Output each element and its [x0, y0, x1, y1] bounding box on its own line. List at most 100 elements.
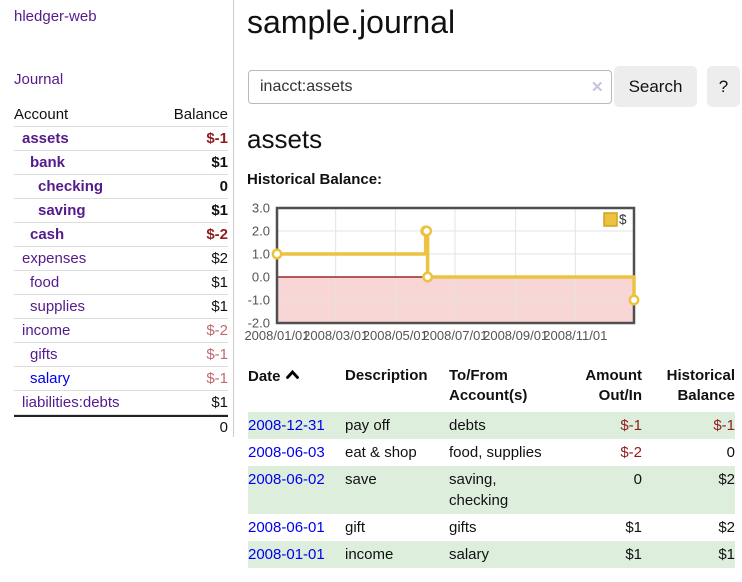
- sidebar-account-assets: assets $-1: [14, 127, 228, 151]
- sidebar-divider: [233, 0, 234, 437]
- y-tick-label: 0.0: [252, 270, 270, 285]
- register-table: Date Description To/From Account(s) Amou…: [248, 364, 735, 568]
- account-balance: $-1: [206, 370, 228, 387]
- account-link-supplies[interactable]: supplies: [30, 298, 86, 315]
- account-link-checking[interactable]: checking: [38, 178, 104, 195]
- register-header-accounts: To/From Account(s): [449, 367, 528, 404]
- account-link-cash[interactable]: cash: [30, 226, 65, 243]
- transaction-amount: $1: [625, 546, 642, 563]
- account-link-assets[interactable]: assets: [22, 130, 69, 147]
- search-button[interactable]: Search: [614, 66, 697, 107]
- register-header-date-label: Date: [248, 368, 281, 385]
- register-row: 2008-06-02 save saving, checking 0 $2: [248, 466, 735, 514]
- transaction-description: pay off: [345, 417, 390, 434]
- x-tick-label: 2008/07/01: [422, 328, 487, 343]
- register-header-date[interactable]: Date: [248, 364, 345, 412]
- register-row: 2008-01-01 income salary $1 $1: [248, 541, 735, 568]
- transaction-accounts: debts: [449, 417, 486, 434]
- account-balance: $-1: [206, 130, 228, 147]
- transaction-description: eat & shop: [345, 444, 417, 461]
- transaction-accounts: saving, checking: [449, 471, 509, 509]
- accounts-header-account: Account: [14, 106, 69, 123]
- x-tick-label: 2008/03/01: [303, 328, 368, 343]
- help-button[interactable]: ?: [707, 66, 740, 107]
- transaction-accounts: gifts: [449, 519, 477, 536]
- transaction-balance: $2: [718, 519, 735, 536]
- transaction-accounts: salary: [449, 546, 490, 563]
- data-point: [271, 248, 283, 260]
- sidebar-account-supplies: supplies $1: [14, 295, 228, 319]
- account-link-food[interactable]: food: [30, 274, 60, 291]
- transaction-balance: $1: [718, 546, 735, 563]
- account-balance: $1: [211, 202, 228, 219]
- transaction-date-link[interactable]: 2008-06-03: [248, 444, 325, 461]
- sidebar-account-expenses: expenses $2: [14, 247, 228, 271]
- sort-ascending-icon: [285, 366, 300, 386]
- account-link-income[interactable]: income: [22, 322, 71, 339]
- register-header-balance: Historical Balance: [666, 367, 735, 404]
- sidebar-account-liabilities-debts: liabilities:debts $1: [14, 391, 228, 415]
- account-balance: $1: [211, 154, 228, 171]
- register-row: 2008-06-03 eat & shop food, supplies $-2…: [248, 439, 735, 466]
- transaction-accounts: food, supplies: [449, 444, 542, 461]
- accounts-header-row: Account Balance: [14, 103, 228, 127]
- y-tick-label: 2.0: [252, 224, 270, 239]
- transaction-balance: $-1: [713, 417, 735, 434]
- sidebar-account-cash: cash $-2: [14, 223, 228, 247]
- page-title: sample.journal: [247, 4, 456, 40]
- transaction-date-link[interactable]: 2008-12-31: [248, 417, 325, 434]
- account-balance: $-2: [206, 322, 228, 339]
- accounts-header-balance: Balance: [173, 106, 228, 123]
- transaction-description: income: [345, 546, 394, 563]
- account-balance: $-2: [206, 226, 228, 243]
- clear-search-icon[interactable]: ✕: [591, 79, 604, 96]
- y-tick-label: -1.0: [248, 293, 270, 308]
- account-balance: $-1: [206, 346, 228, 363]
- transaction-date-link[interactable]: 2008-01-01: [248, 546, 325, 563]
- legend-label: $: [619, 212, 627, 227]
- account-link-gifts[interactable]: gifts: [30, 346, 58, 363]
- account-link-liabilities-debts[interactable]: liabilities:debts: [22, 394, 120, 411]
- transaction-amount: 0: [633, 471, 642, 488]
- transaction-amount: $1: [625, 519, 642, 536]
- register-header-amount: Amount Out/In: [585, 367, 642, 404]
- sidebar-account-food: food $1: [14, 271, 228, 295]
- register-header-row: Date Description To/From Account(s) Amou…: [248, 364, 735, 412]
- sidebar-account-saving: saving $1: [14, 199, 228, 223]
- account-balance: $1: [211, 274, 228, 291]
- transaction-date-link[interactable]: 2008-06-01: [248, 519, 325, 536]
- accounts-sidebar: Account Balance assets $-1 bank $1 check…: [14, 103, 228, 438]
- chart-title: Historical Balance:: [247, 171, 383, 188]
- transaction-amount: $-1: [620, 417, 642, 434]
- sidebar-account-checking: checking 0: [14, 175, 228, 199]
- legend-swatch: [603, 212, 618, 227]
- x-tick-label: 2008/05/01: [363, 328, 428, 343]
- plot-border: [275, 206, 636, 325]
- y-tick-label: -2.0: [248, 316, 270, 331]
- x-tick-label: 2008/09/01: [483, 328, 548, 343]
- brand-link[interactable]: hledger-web: [14, 8, 97, 25]
- register-row: 2008-12-31 pay off debts $-1 $-1: [248, 412, 735, 439]
- sidebar-item-journal[interactable]: Journal: [14, 71, 64, 88]
- y-tick-label: 1.0: [252, 247, 270, 262]
- sidebar-account-salary: salary $-1: [14, 367, 228, 391]
- historical-balance-chart: 3.0 2.0 1.0 0.0 -1.0 -2.02008/01/012008/03/01…: [244, 201, 640, 343]
- account-link-bank[interactable]: bank: [30, 154, 66, 171]
- account-link-salary[interactable]: salary: [30, 370, 71, 387]
- data-point: [421, 225, 433, 237]
- account-balance: $1: [211, 298, 228, 315]
- accounts-total-value: 0: [219, 419, 228, 436]
- data-point: [422, 271, 434, 283]
- transaction-description: save: [345, 471, 377, 488]
- y-tick-label: 3.0: [252, 201, 270, 216]
- data-point: [628, 294, 640, 306]
- account-link-expenses[interactable]: expenses: [22, 250, 87, 267]
- account-heading: assets: [247, 124, 323, 154]
- account-balance: 0: [219, 178, 228, 195]
- search-input[interactable]: [248, 70, 612, 104]
- account-link-saving[interactable]: saving: [38, 202, 86, 219]
- transaction-date-link[interactable]: 2008-06-02: [248, 471, 325, 488]
- sidebar-account-bank: bank $1: [14, 151, 228, 175]
- transaction-amount: $-2: [620, 444, 642, 461]
